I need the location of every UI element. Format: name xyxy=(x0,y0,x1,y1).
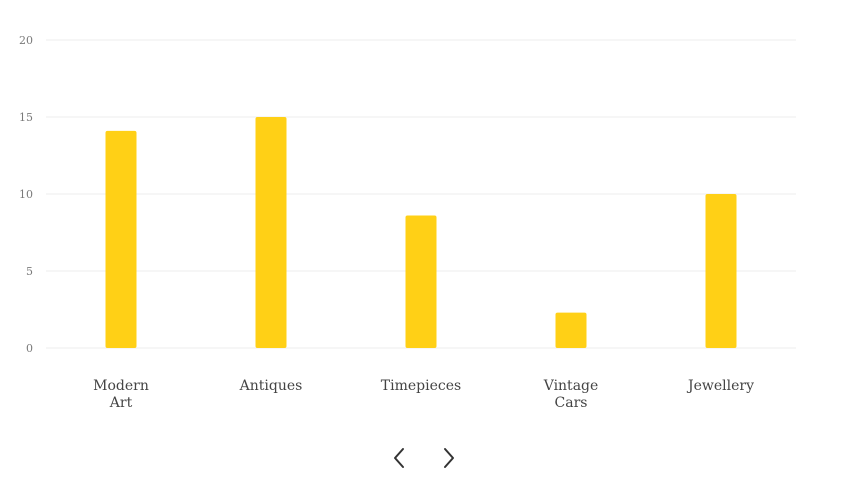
x-tick-label: Antiques xyxy=(239,378,303,394)
y-tick-label: 5 xyxy=(26,265,33,278)
x-tick-label-line: Modern xyxy=(93,378,149,394)
y-tick-label: 0 xyxy=(26,342,33,355)
x-axis-ticks: Modern Art Antiques Timepieces Vintage Cars Je… xyxy=(93,378,754,411)
bar-chart: 0 5 10 15 20 Modern Art Antiques Timepieces Vint… xyxy=(19,34,796,411)
x-tick-label-line: Timepieces xyxy=(381,378,461,394)
chevron-left-icon xyxy=(394,448,404,468)
x-tick-label-line: Jewellery xyxy=(686,378,754,394)
y-tick-label: 15 xyxy=(19,111,33,124)
x-tick-label: Timepieces xyxy=(381,378,461,394)
x-tick-label: Modern Art xyxy=(93,378,149,411)
bar-jewellery[interactable] xyxy=(705,194,737,348)
bar-antiques[interactable] xyxy=(255,117,287,348)
y-tick-label: 20 xyxy=(19,34,33,47)
y-tick-label: 10 xyxy=(19,188,33,201)
previous-button[interactable] xyxy=(381,440,417,476)
next-button[interactable] xyxy=(431,440,467,476)
bar-modern-art[interactable] xyxy=(105,130,137,348)
x-tick-label-line: Antiques xyxy=(239,378,303,394)
x-tick-label-line: Vintage xyxy=(543,378,599,394)
bars xyxy=(105,117,737,348)
bar-timepieces[interactable] xyxy=(405,215,437,348)
chevron-right-icon xyxy=(444,448,454,468)
x-tick-label-line: Art xyxy=(109,395,133,411)
x-tick-label: Jewellery xyxy=(686,378,754,394)
y-axis-ticks: 0 5 10 15 20 xyxy=(19,34,33,355)
x-tick-label-line: Cars xyxy=(555,395,588,411)
gridlines xyxy=(46,39,796,349)
bar-vintage-cars[interactable] xyxy=(555,312,587,348)
x-tick-label: Vintage Cars xyxy=(543,378,599,411)
